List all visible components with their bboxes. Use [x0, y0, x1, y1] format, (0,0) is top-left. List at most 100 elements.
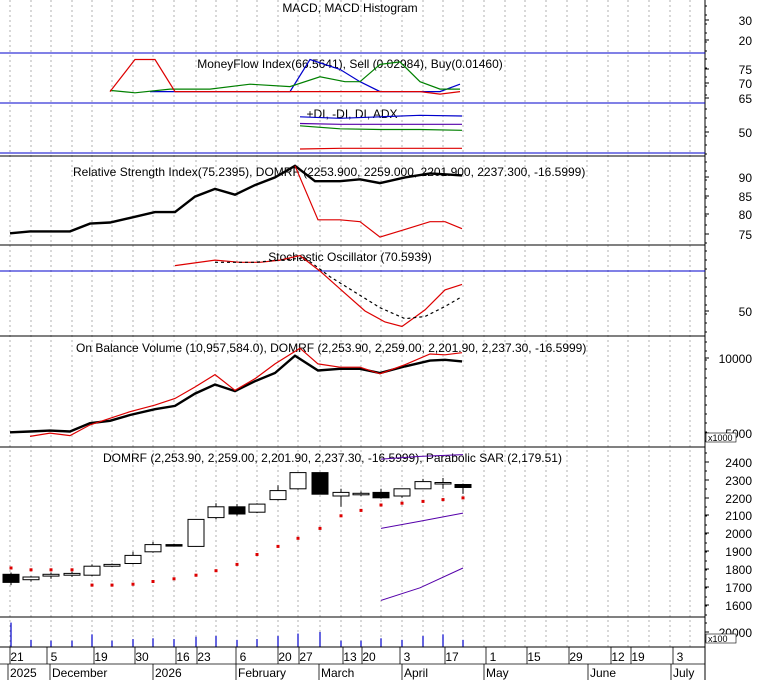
series-line-2-3	[299, 122, 462, 125]
candle-body	[63, 572, 81, 576]
sar-dot	[131, 582, 135, 586]
y-tick-label: 10000	[719, 352, 753, 366]
x-month-label: May	[486, 666, 509, 680]
sar-dot	[9, 566, 13, 570]
series-line-2-0	[299, 114, 463, 119]
series-line-4-1	[215, 257, 463, 320]
panel-title: On Balance Volume (10,957,584.0), DOMRF …	[76, 341, 586, 355]
sar-dot	[194, 573, 198, 577]
candle-body	[22, 576, 40, 581]
sar-dot	[379, 503, 383, 507]
sar-dot	[318, 526, 322, 530]
y-tick-label: 90	[739, 171, 753, 185]
series-line-2-1	[299, 125, 463, 131]
candle-body	[165, 544, 183, 547]
x-day-label: 5	[51, 650, 58, 664]
y-tick-label: 80	[739, 208, 753, 222]
series-line-4-0	[174, 254, 463, 328]
x-month-label: June	[590, 666, 616, 680]
x-day-label: 3	[404, 650, 411, 664]
x-month-label: April	[404, 666, 428, 680]
panel-title: DOMRF (2,253.90, 2,259.00, 2,201.90, 2,2…	[103, 451, 562, 465]
panel-title: Stochastic Oscillator (70.5939)	[268, 250, 431, 264]
sar-dot	[441, 498, 445, 502]
y-tick-label: 20	[739, 34, 753, 48]
candle-body	[454, 483, 472, 488]
sar-dot	[172, 577, 176, 581]
x-day-label: 19	[631, 650, 645, 664]
candle-body	[352, 492, 370, 496]
candle-body	[311, 472, 329, 495]
x-day-label: 30	[135, 650, 149, 664]
y-tick-label: 50	[739, 305, 753, 319]
sar-dot	[296, 536, 300, 540]
sar-dot	[461, 496, 465, 500]
y-unit-label: x100	[708, 634, 728, 644]
panel-6: DOMRF (2,253.90, 2,259.00, 2,201.90, 2,2…	[0, 451, 752, 618]
series-line-1-1	[109, 61, 460, 94]
y-tick-label: 2100	[725, 509, 752, 523]
x-day-label: 3	[677, 650, 684, 664]
sar-dot	[110, 583, 114, 587]
candle-body	[248, 503, 266, 513]
x-month-label: February	[238, 666, 286, 680]
y-unit-box	[705, 633, 737, 644]
x-day-label: 20	[362, 650, 376, 664]
x-day-label: 21	[10, 650, 24, 664]
sar-dot	[90, 583, 94, 587]
panel-5: On Balance Volume (10,957,584.0), DOMRF …	[0, 341, 753, 448]
envelope-band-2	[380, 567, 464, 601]
sar-dot	[339, 514, 343, 518]
candle-body	[289, 472, 307, 490]
x-day-label: 29	[569, 650, 583, 664]
sar-dot	[70, 568, 74, 572]
panel-title: MACD, MACD Histogram	[282, 1, 417, 15]
candle-body	[144, 544, 162, 553]
series-line-3-1	[294, 165, 463, 238]
sar-dot	[421, 499, 425, 503]
x-month-label: 2025	[10, 666, 37, 680]
series-line-1-2	[109, 58, 461, 95]
series-line-3-0	[9, 164, 463, 235]
envelope-band-1	[380, 512, 464, 529]
sar-dot	[214, 569, 218, 573]
y-tick-label: 1700	[725, 581, 752, 595]
candle-body	[332, 491, 350, 497]
y-unit-label: x1000	[708, 433, 733, 443]
candle-body	[2, 573, 20, 583]
y-tick-label: 1800	[725, 563, 752, 577]
x-month-label: March	[321, 666, 354, 680]
sar-dot	[400, 501, 404, 505]
x-day-label: 1	[490, 650, 497, 664]
panel-4: Stochastic Oscillator (70.5939) 50	[0, 250, 753, 337]
candle-body	[83, 565, 101, 576]
x-month-label: 2026	[155, 666, 182, 680]
candle-body	[434, 482, 452, 485]
x-day-label: 23	[197, 650, 211, 664]
x-month-label: December	[52, 666, 107, 680]
y-tick-label: 75	[739, 228, 753, 242]
sar-dot	[29, 568, 33, 572]
y-tick-label: 2400	[725, 456, 752, 470]
y-tick-label: 1900	[725, 545, 752, 559]
series-line-5-1	[29, 347, 463, 437]
x-day-label: 16	[176, 650, 190, 664]
y-tick-label: 50	[739, 126, 753, 140]
x-day-label: 6	[240, 650, 247, 664]
sar-dot	[276, 544, 280, 548]
candle-body	[269, 490, 287, 501]
candle-body	[103, 563, 121, 567]
x-month-label: July	[673, 666, 694, 680]
panel-title: +DI, -DI, DI, ADX	[306, 107, 397, 121]
candle-body	[228, 506, 246, 515]
candle-body	[372, 491, 390, 499]
y-unit-box	[705, 432, 737, 443]
candle-body	[393, 488, 411, 497]
y-tick-label: 65	[739, 92, 753, 106]
candle-body	[207, 506, 225, 519]
candle-body	[414, 481, 432, 490]
panel-title: MoneyFlow Index(66.5641), Sell (0.02984)…	[197, 57, 503, 71]
y-tick-label: 70	[739, 77, 753, 91]
y-tick-label: 30	[739, 14, 753, 28]
